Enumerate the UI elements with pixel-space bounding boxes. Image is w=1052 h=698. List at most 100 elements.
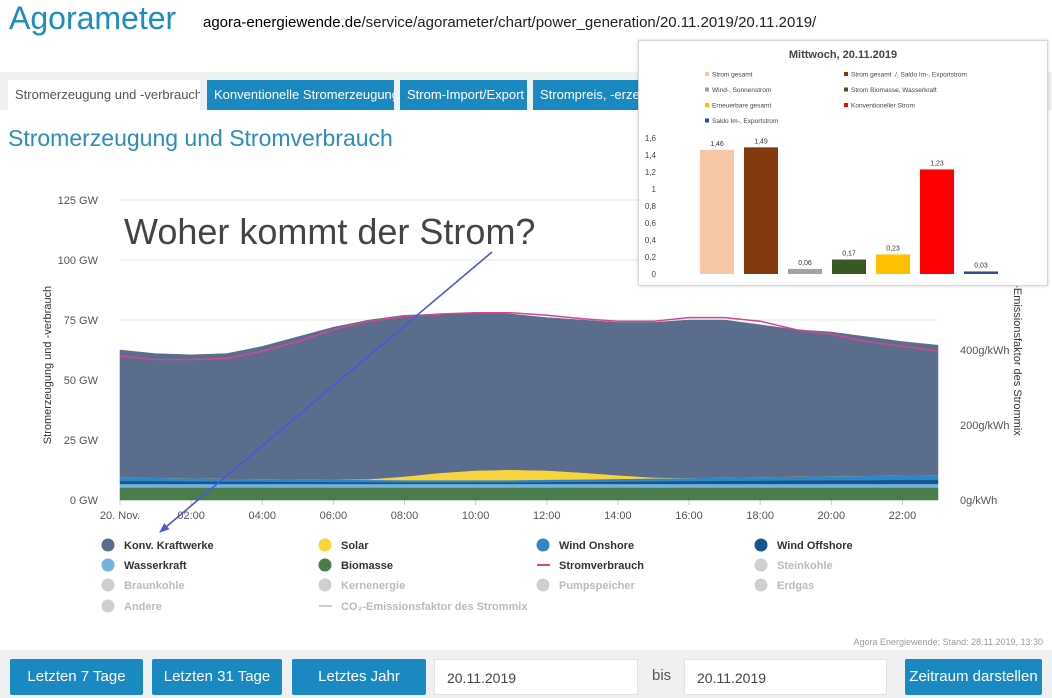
inset-legend-label: Strom gesamt ./. Saldo Im-, Exportstrom <box>851 72 967 79</box>
inset-legend-swatch <box>705 72 709 76</box>
inset-bar <box>832 259 866 274</box>
legend-dot <box>101 578 115 592</box>
inset-y-tick-label: 1 <box>652 185 657 194</box>
inset-value-label: 1,23 <box>930 160 944 167</box>
y-axis-title: Stromerzeugung und -verbrauch <box>42 286 54 444</box>
inset-legend-swatch <box>844 103 848 107</box>
legend-dot <box>318 538 332 552</box>
legend-dot <box>318 578 332 592</box>
inset-legend-swatch <box>705 103 709 107</box>
x-tick-label: 22:00 <box>889 510 917 522</box>
stacked-area <box>119 483 939 488</box>
submit-button[interactable]: Zeitraum darstellen <box>905 659 1042 695</box>
x-tick-label: 20. Nov. <box>100 510 140 522</box>
legend-label-inactive[interactable]: Pumpspeicher <box>559 580 636 592</box>
tab[interactable]: Strom-Import/Export <box>400 80 527 110</box>
legend-label-inactive[interactable]: Kernenergie <box>341 580 405 592</box>
inset-y-tick-label: 0,2 <box>645 253 657 262</box>
inset-legend-swatch <box>705 87 709 92</box>
inset-bar <box>920 169 954 274</box>
date-from-input[interactable]: 20.11.2019 <box>434 659 638 695</box>
x-tick-label: 06:00 <box>320 510 348 522</box>
inset-legend-label: Strom Biomasse, Wasserkraft <box>851 87 937 94</box>
tab[interactable]: Konventionelle Stromerzeugung <box>207 80 394 110</box>
inset-bar <box>964 271 998 274</box>
inset-legend-swatch <box>844 72 848 76</box>
x-tick-label: 18:00 <box>746 510 774 522</box>
inset-legend-label: Saldo Im-, Exportstrom <box>712 118 778 125</box>
annotation: Woher kommt der Strom? <box>124 211 535 252</box>
legend-label[interactable]: Wind Onshore <box>559 540 634 552</box>
inset-legend-label: Strom gesamt <box>712 72 753 79</box>
legend-label[interactable]: Biomasse <box>341 560 393 572</box>
legend-dot <box>536 578 550 592</box>
inset-y-tick-label: 0 <box>652 270 657 279</box>
stacked-area <box>119 312 939 480</box>
legend-label[interactable]: Konv. Kraftwerke <box>124 540 214 552</box>
range-button[interactable]: Letzten 7 Tage <box>10 659 143 695</box>
stacked-area <box>119 487 939 501</box>
date-to-input[interactable]: 20.11.2019 <box>684 659 887 695</box>
legend-label[interactable]: Wasserkraft <box>124 560 187 572</box>
inset-chart: Mittwoch, 20.11.2019 0 0,2 0,4 0,6 0,8 1 1,2 1,4… <box>645 49 998 279</box>
legend-label-inactive[interactable]: CO₂-Emissionsfaktor des Strommix <box>341 601 528 613</box>
page-title: Agorameter <box>9 0 177 36</box>
inset-value-label: 1,46 <box>710 141 724 148</box>
y-tick-label: 75 GW <box>64 315 99 327</box>
x-tick-label: 14:00 <box>604 510 632 522</box>
legend-dot <box>754 558 768 572</box>
y2-tick-label: 0g/kWh <box>960 495 997 507</box>
inset-bar <box>788 268 822 274</box>
tab[interactable]: Strompreis, -erzeugung <box>533 80 643 110</box>
inset-y-tick-label: 0,8 <box>645 202 657 211</box>
inset-value-label: 1,49 <box>754 138 768 145</box>
url: agora-energiewende.de/service/agorameter… <box>203 14 816 31</box>
y-tick-label: 25 GW <box>64 435 99 447</box>
inset-legend-label: Konventioneller Strom <box>851 103 915 110</box>
y2-axis-title: -Emissionsfaktor des Strommix <box>1011 284 1023 436</box>
legend-label[interactable]: Wind Offshore <box>777 540 853 552</box>
inset-value-label: 0,06 <box>798 260 812 267</box>
x-tick-label: 04:00 <box>248 510 276 522</box>
inset-legend-swatch <box>844 87 848 92</box>
legend-dot <box>101 538 115 552</box>
x-tick-label: 02:00 <box>177 510 205 522</box>
inset-y-tick-label: 0,6 <box>645 219 657 228</box>
y-tick-label: 0 GW <box>70 495 99 507</box>
legend-dot <box>318 558 332 572</box>
y2-tick-label: 200g/kWh <box>960 420 1010 432</box>
range-button[interactable]: Letztes Jahr <box>292 659 426 695</box>
legend-dot <box>754 538 768 552</box>
inset-legend-label: Erneuerbare gesamt <box>712 103 771 110</box>
legend-dot <box>754 578 768 592</box>
inset-legend-swatch <box>705 118 709 123</box>
legend-label-inactive[interactable]: Steinkohle <box>777 560 833 572</box>
areas <box>119 312 939 501</box>
legend-dot <box>101 558 115 572</box>
legend-label[interactable]: Stromverbrauch <box>559 560 644 572</box>
y2-tick-label: 400g/kWh <box>960 345 1010 357</box>
inset-y-tick-label: 1,2 <box>645 168 657 177</box>
tab[interactable]: Stromerzeugung und -verbrauch <box>8 80 200 110</box>
x-tick-label: 16:00 <box>675 510 703 522</box>
inset-bar <box>876 254 910 274</box>
inset-value-label: 0,03 <box>974 262 988 269</box>
inset-bar <box>700 149 734 274</box>
legend-dot <box>101 599 115 613</box>
x-tick-label: 08:00 <box>391 510 419 522</box>
legend-dot <box>536 538 550 552</box>
inset-y-tick-label: 1,6 <box>645 134 657 143</box>
inset-title: Mittwoch, 20.11.2019 <box>789 49 897 61</box>
legend-label-inactive[interactable]: Andere <box>124 601 162 613</box>
legend-label-inactive[interactable]: Braunkohle <box>124 580 185 592</box>
legend-label[interactable]: Solar <box>341 540 369 552</box>
consumption-line <box>119 312 939 361</box>
inset-y-tick-label: 1,4 <box>645 151 657 160</box>
inset-chart-panel: Mittwoch, 20.11.2019 0 0,2 0,4 0,6 0,8 1 1,2 1,4… <box>638 40 1048 286</box>
annotation-arrow <box>159 251 493 533</box>
controls-bar: Letzten 7 Tage Letzten 31 Tage Letztes J… <box>0 650 1052 698</box>
legend-label-inactive[interactable]: Erdgas <box>777 580 814 592</box>
range-button[interactable]: Letzten 31 Tage <box>152 659 282 695</box>
